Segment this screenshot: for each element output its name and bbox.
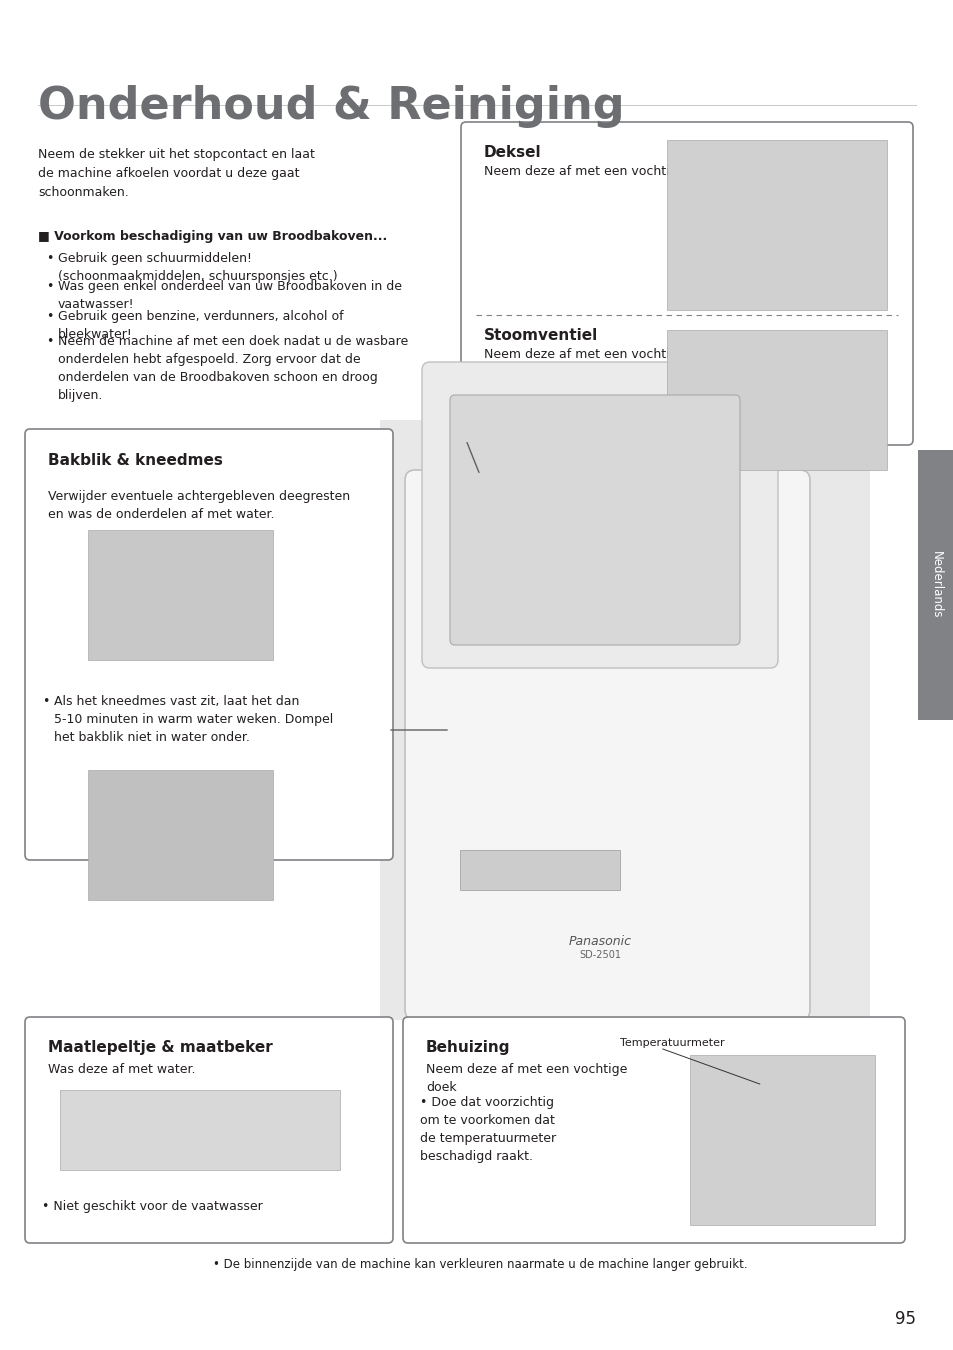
Text: Nederlands: Nederlands xyxy=(928,551,942,618)
Text: Was geen enkel onderdeel van uw Broodbakoven in de
vaatwasser!: Was geen enkel onderdeel van uw Broodbak… xyxy=(58,279,401,310)
FancyBboxPatch shape xyxy=(25,1017,393,1243)
Bar xyxy=(689,1054,874,1224)
Text: Neem de stekker uit het stopcontact en laat
de machine afkoelen voordat u deze g: Neem de stekker uit het stopcontact en l… xyxy=(38,148,314,198)
Bar xyxy=(60,1089,339,1170)
FancyBboxPatch shape xyxy=(402,1017,904,1243)
FancyBboxPatch shape xyxy=(405,470,809,1021)
Text: Gebruik geen benzine, verdunners, alcohol of
bleekwater!: Gebruik geen benzine, verdunners, alcoho… xyxy=(58,310,343,342)
Text: Stoomventiel: Stoomventiel xyxy=(483,328,598,343)
FancyBboxPatch shape xyxy=(421,362,778,668)
Bar xyxy=(379,420,869,1021)
Text: •: • xyxy=(46,252,53,265)
Text: 95: 95 xyxy=(894,1310,915,1328)
Text: Neem de machine af met een doek nadat u de wasbare
onderdelen hebt afgespoeld. Z: Neem de machine af met een doek nadat u … xyxy=(58,335,408,402)
Text: Neem deze af met een vochtige
doek: Neem deze af met een vochtige doek xyxy=(426,1062,627,1094)
Text: • Doe dat voorzichtig
om te voorkomen dat
de temperatuurmeter
beschadigd raakt.: • Doe dat voorzichtig om te voorkomen da… xyxy=(419,1096,556,1162)
Text: • De binnenzijde van de machine kan verkleuren naarmate u de machine langer gebr: • De binnenzijde van de machine kan verk… xyxy=(213,1258,746,1270)
Text: •: • xyxy=(42,695,50,707)
Bar xyxy=(88,531,273,660)
Text: Onderhoud & Reiniging: Onderhoud & Reiniging xyxy=(38,85,624,128)
Text: Was deze af met water.: Was deze af met water. xyxy=(48,1062,195,1076)
Text: ■ Voorkom beschadiging van uw Broodbakoven...: ■ Voorkom beschadiging van uw Broodbakov… xyxy=(38,230,387,243)
Text: Maatlepeltje & maatbeker: Maatlepeltje & maatbeker xyxy=(48,1040,273,1054)
Text: Neem deze af met een vochtige doek: Neem deze af met een vochtige doek xyxy=(483,348,720,360)
FancyBboxPatch shape xyxy=(25,429,393,860)
Text: Deksel: Deksel xyxy=(483,144,541,161)
Text: •: • xyxy=(46,310,53,323)
Text: Temperatuurmeter: Temperatuurmeter xyxy=(619,1038,724,1048)
FancyBboxPatch shape xyxy=(450,396,740,645)
Text: Als het kneedmes vast zit, laat het dan
5-10 minuten in warm water weken. Dompel: Als het kneedmes vast zit, laat het dan … xyxy=(54,695,333,744)
Bar xyxy=(459,850,619,890)
Bar xyxy=(666,329,886,470)
Text: Behuizing: Behuizing xyxy=(426,1040,510,1054)
Bar xyxy=(917,450,953,720)
Text: Bakblik & kneedmes: Bakblik & kneedmes xyxy=(48,454,223,468)
FancyBboxPatch shape xyxy=(460,122,912,446)
Text: Neem deze af met een vochtige doek: Neem deze af met een vochtige doek xyxy=(483,165,720,178)
Bar xyxy=(666,140,886,310)
Text: •: • xyxy=(46,335,53,348)
Text: Verwijder eventuele achtergebleven deegresten
en was de onderdelen af met water.: Verwijder eventuele achtergebleven deegr… xyxy=(48,490,350,521)
Text: • Niet geschikt voor de vaatwasser: • Niet geschikt voor de vaatwasser xyxy=(42,1200,262,1214)
Text: •: • xyxy=(46,279,53,293)
Text: Gebruik geen schuurmiddelen!
(schoonmaakmiddelen, schuursponsjes etc.): Gebruik geen schuurmiddelen! (schoonmaak… xyxy=(58,252,337,284)
Text: Panasonic: Panasonic xyxy=(568,936,631,948)
Bar xyxy=(88,769,273,900)
Text: SD-2501: SD-2501 xyxy=(578,950,620,960)
